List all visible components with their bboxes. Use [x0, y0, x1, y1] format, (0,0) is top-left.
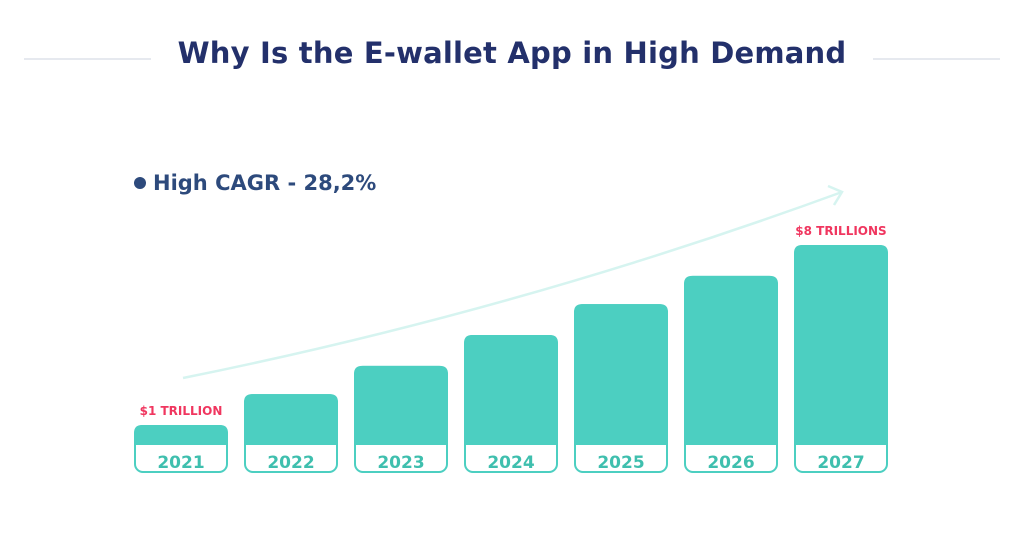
chart-title: Why Is the E-wallet App in High Demand — [177, 36, 847, 70]
trend-arrow-head-icon — [827, 184, 844, 206]
bar — [464, 335, 558, 445]
bar — [354, 365, 448, 445]
legend-label: High CAGR - 28,2% — [153, 171, 377, 195]
year-label: 2025 — [597, 453, 644, 473]
year-label: 2024 — [487, 453, 534, 473]
bar — [574, 304, 668, 445]
bar — [244, 394, 338, 445]
bar — [134, 425, 228, 445]
year-label: 2022 — [267, 453, 314, 473]
bar — [794, 245, 888, 445]
legend: High CAGR - 28,2% — [134, 171, 376, 195]
title-rule-right — [873, 58, 1000, 60]
year-label: 2026 — [707, 453, 754, 473]
year-label: 2023 — [377, 453, 424, 473]
title-rule-left — [24, 58, 151, 60]
legend-dot-icon — [134, 177, 146, 189]
year-label: 2027 — [817, 453, 864, 473]
year-label: 2021 — [157, 453, 204, 473]
value-label: $8 TRILLIONS — [795, 224, 886, 238]
trend-arrow — [182, 190, 843, 380]
bar — [684, 275, 778, 445]
value-label: $1 TRILLION — [140, 404, 223, 418]
